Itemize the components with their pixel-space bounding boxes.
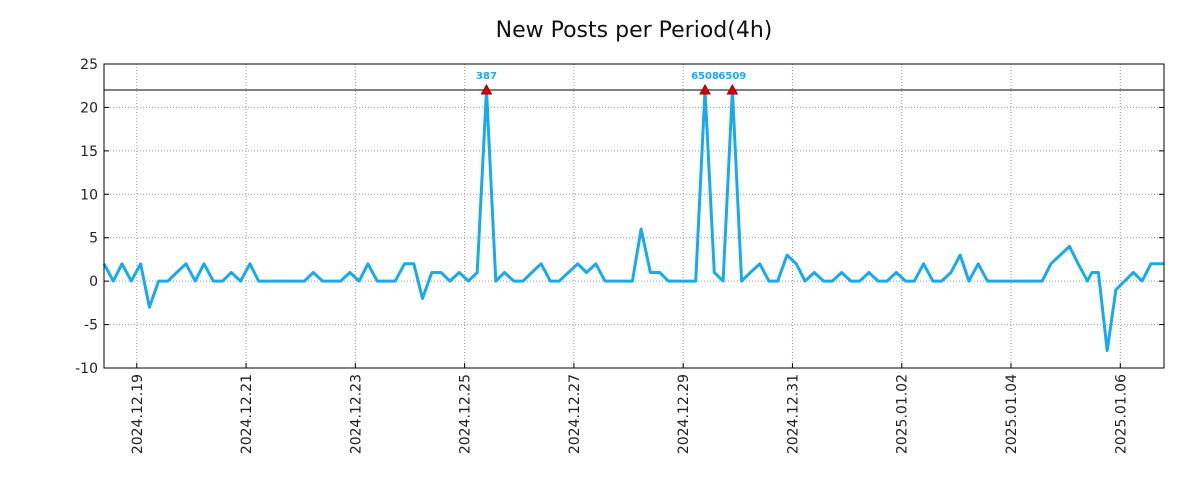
axis-layer <box>103 63 1165 369</box>
y-tick-label: 0 <box>89 274 98 290</box>
peak-marker <box>480 84 493 95</box>
x-tick-label: 2024.12.27 <box>567 374 583 454</box>
peak-markers: 387 6508 6509 <box>476 71 746 95</box>
x-tick-label: 2024.12.21 <box>239 374 255 454</box>
plot-border <box>103 63 1165 369</box>
x-tick-label: 2024.12.29 <box>676 374 692 454</box>
y-tick-label: -5 <box>84 318 98 334</box>
x-tick-label: 2024.12.19 <box>130 374 146 454</box>
peak-label: 6508 <box>691 71 719 82</box>
peak-marker <box>699 84 711 95</box>
peak-marker <box>726 84 739 95</box>
x-tick-label: 2024.12.25 <box>458 374 474 454</box>
y-tick-label: 25 <box>80 57 98 73</box>
series-line <box>102 88 1164 353</box>
x-tick-label: 2025.01.02 <box>895 374 911 454</box>
y-tick-label: 20 <box>80 100 98 116</box>
x-tick-label: 2025.01.04 <box>1004 374 1020 454</box>
y-tick-label: 5 <box>89 231 98 247</box>
grid-lines <box>104 64 1164 368</box>
x-tick-label: 2024.12.23 <box>348 374 364 454</box>
tick-labels: 25 20 15 10 5 0 -5 -10 2024.12.19 2024.12.21 2024.… <box>75 57 1129 454</box>
chart-title: New Posts per Period(4h) <box>496 18 773 43</box>
peak-label: 387 <box>476 71 497 82</box>
peak-label: 6509 <box>718 71 746 82</box>
y-tick-label: 15 <box>80 144 98 160</box>
y-tick-label: -10 <box>75 361 98 377</box>
series-layer <box>102 88 1164 353</box>
y-tick-label: 10 <box>80 187 98 203</box>
x-tick-label: 2025.01.06 <box>1113 374 1129 454</box>
x-tick-label: 2024.12.31 <box>785 374 801 454</box>
